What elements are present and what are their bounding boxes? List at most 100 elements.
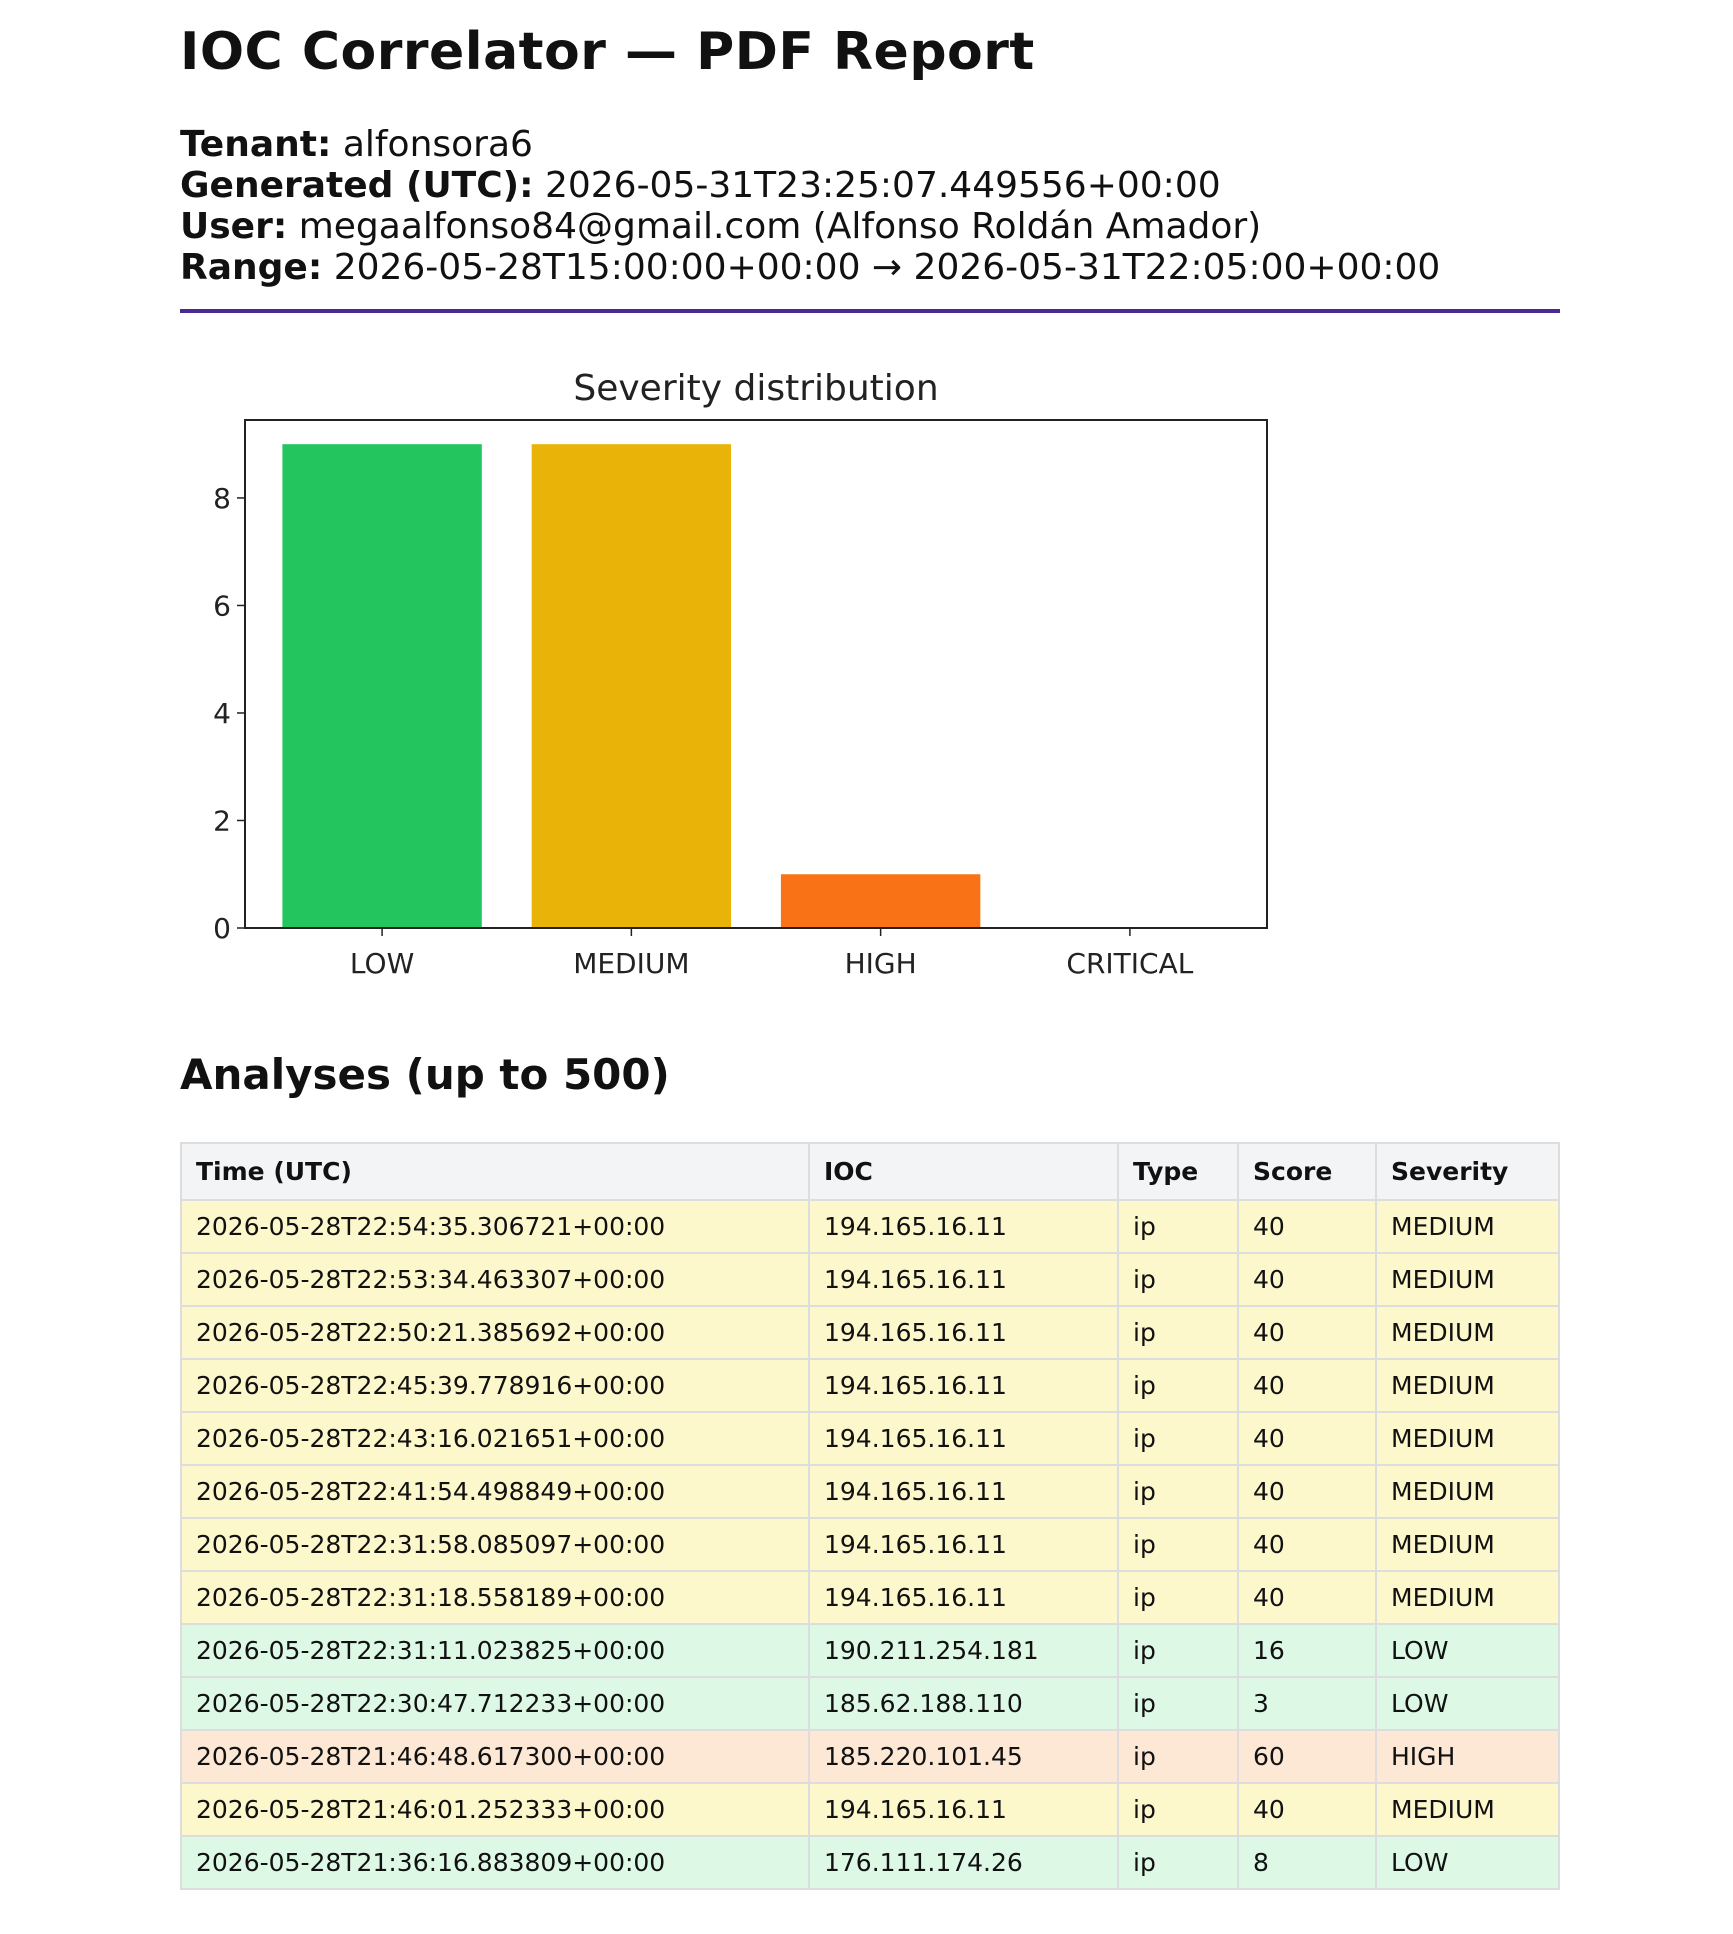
cell-score: 40 [1237, 1252, 1377, 1307]
analyses-heading: Analyses (up to 500) [180, 1050, 670, 1099]
cell-time: 2026-05-28T22:31:58.085097+00:00 [180, 1517, 810, 1572]
table-row: 2026-05-28T22:31:58.085097+00:00 194.165.… [180, 1517, 1560, 1572]
cell-time: 2026-05-28T22:50:21.385692+00:00 [180, 1305, 810, 1360]
column-header-ioc: IOC [808, 1142, 1119, 1201]
report-meta: Tenant: alfonsora6 Generated (UTC): 2026… [180, 124, 1440, 288]
column-header-type: Type [1117, 1142, 1239, 1201]
cell-score: 3 [1237, 1676, 1377, 1731]
cell-severity: LOW [1375, 1835, 1560, 1890]
cell-type: ip [1117, 1729, 1239, 1784]
cell-time: 2026-05-28T21:46:01.252333+00:00 [180, 1782, 810, 1837]
cell-ioc: 194.165.16.11 [808, 1305, 1119, 1360]
cell-type: ip [1117, 1570, 1239, 1625]
column-header-severity: Severity [1375, 1142, 1560, 1201]
table-row: 2026-05-28T22:50:21.385692+00:00 194.165.… [180, 1305, 1560, 1360]
cell-ioc: 194.165.16.11 [808, 1358, 1119, 1413]
cell-score: 40 [1237, 1411, 1377, 1466]
cell-score: 40 [1237, 1570, 1377, 1625]
x-tick-label: MEDIUM [573, 947, 689, 980]
cell-type: ip [1117, 1517, 1239, 1572]
cell-ioc: 194.165.16.11 [808, 1411, 1119, 1466]
cell-time: 2026-05-28T22:45:39.778916+00:00 [180, 1358, 810, 1413]
severity-chart: Severity distribution LOW MEDIUM HIGH CRITIC… [180, 352, 1300, 992]
meta-tenant: Tenant: alfonsora6 [180, 124, 1440, 165]
y-tick-label: 6 [213, 589, 231, 622]
cell-type: ip [1117, 1623, 1239, 1678]
cell-type: ip [1117, 1199, 1239, 1254]
cell-ioc: 194.165.16.11 [808, 1199, 1119, 1254]
bar-medium [531, 444, 732, 928]
cell-time: 2026-05-28T22:30:47.712233+00:00 [180, 1676, 810, 1731]
cell-score: 40 [1237, 1464, 1377, 1519]
table-row: 2026-05-28T22:53:34.463307+00:00 194.165.… [180, 1252, 1560, 1307]
cell-score: 40 [1237, 1305, 1377, 1360]
table-row: 2026-05-28T22:45:39.778916+00:00 194.165.… [180, 1358, 1560, 1413]
table-row: 2026-05-28T22:43:16.021651+00:00 194.165.… [180, 1411, 1560, 1466]
cell-severity: MEDIUM [1375, 1358, 1560, 1413]
cell-time: 2026-05-28T21:36:16.883809+00:00 [180, 1835, 810, 1890]
cell-time: 2026-05-28T21:46:48.617300+00:00 [180, 1729, 810, 1784]
meta-label: Generated (UTC): [180, 165, 534, 206]
cell-type: ip [1117, 1411, 1239, 1466]
y-tick-label: 2 [213, 804, 231, 837]
cell-ioc: 185.220.101.45 [808, 1729, 1119, 1784]
cell-time: 2026-05-28T22:53:34.463307+00:00 [180, 1252, 810, 1307]
cell-type: ip [1117, 1676, 1239, 1731]
plot-frame [244, 419, 1268, 929]
cell-score: 8 [1237, 1835, 1377, 1890]
x-tick-label: CRITICAL [1066, 947, 1193, 980]
severity-chart-svg: Severity distribution LOW MEDIUM HIGH CRITIC… [213, 368, 1268, 980]
cell-severity: MEDIUM [1375, 1411, 1560, 1466]
cell-score: 40 [1237, 1199, 1377, 1254]
page-title: IOC Correlator — PDF Report [180, 22, 1035, 82]
bar-low [282, 444, 482, 928]
meta-value: alfonsora6 [342, 124, 533, 165]
cell-ioc: 194.165.16.11 [808, 1517, 1119, 1572]
column-header-time: Time (UTC) [180, 1142, 810, 1201]
table-row: 2026-05-28T21:46:01.252333+00:00 194.165.… [180, 1782, 1560, 1837]
cell-severity: HIGH [1375, 1729, 1560, 1784]
meta-generated: Generated (UTC): 2026-05-31T23:25:07.449… [180, 165, 1440, 206]
table-row: 2026-05-28T22:54:35.306721+00:00 194.165.… [180, 1199, 1560, 1254]
cell-time: 2026-05-28T22:54:35.306721+00:00 [180, 1199, 810, 1254]
cell-time: 2026-05-28T22:41:54.498849+00:00 [180, 1464, 810, 1519]
cell-type: ip [1117, 1358, 1239, 1413]
table-row: 2026-05-28T22:31:11.023825+00:00 190.211.… [180, 1623, 1560, 1678]
x-tick-label: HIGH [845, 947, 917, 980]
cell-score: 40 [1237, 1782, 1377, 1837]
table-row: 2026-05-28T21:36:16.883809+00:00 176.111.… [180, 1835, 1560, 1890]
bar-high [780, 874, 981, 928]
y-tick-label: 0 [213, 912, 231, 945]
table-row: 2026-05-28T22:41:54.498849+00:00 194.165.… [180, 1464, 1560, 1519]
table-row: 2026-05-28T21:46:48.617300+00:00 185.220.… [180, 1729, 1560, 1784]
meta-value: megaalfonso84@gmail.com (Alfonso Roldán … [298, 206, 1262, 247]
cell-score: 40 [1237, 1358, 1377, 1413]
cell-type: ip [1117, 1464, 1239, 1519]
cell-ioc: 194.165.16.11 [808, 1570, 1119, 1625]
table-row: 2026-05-28T22:31:18.558189+00:00 194.165.… [180, 1570, 1560, 1625]
cell-severity: MEDIUM [1375, 1252, 1560, 1307]
cell-score: 16 [1237, 1623, 1377, 1678]
cell-severity: LOW [1375, 1623, 1560, 1678]
cell-ioc: 176.111.174.26 [808, 1835, 1119, 1890]
cell-time: 2026-05-28T22:31:18.558189+00:00 [180, 1570, 810, 1625]
meta-label: Tenant: [180, 124, 332, 165]
cell-severity: MEDIUM [1375, 1570, 1560, 1625]
header-divider [180, 309, 1560, 313]
meta-label: User: [180, 206, 288, 247]
cell-time: 2026-05-28T22:43:16.021651+00:00 [180, 1411, 810, 1466]
cell-type: ip [1117, 1305, 1239, 1360]
meta-label: Range: [180, 247, 323, 288]
cell-type: ip [1117, 1835, 1239, 1890]
cell-severity: MEDIUM [1375, 1305, 1560, 1360]
cell-type: ip [1117, 1782, 1239, 1837]
cell-ioc: 190.211.254.181 [808, 1623, 1119, 1678]
y-tick-label: 4 [213, 697, 231, 730]
cell-ioc: 194.165.16.11 [808, 1252, 1119, 1307]
analyses-table-body: 2026-05-28T22:54:35.306721+00:00 194.165.… [180, 1199, 1560, 1890]
chart-title: Severity distribution [573, 368, 938, 409]
cell-time: 2026-05-28T22:31:11.023825+00:00 [180, 1623, 810, 1678]
meta-range: Range: 2026-05-28T15:00:00+00:00 → 2026-… [180, 247, 1440, 288]
cell-score: 40 [1237, 1517, 1377, 1572]
cell-ioc: 185.62.188.110 [808, 1676, 1119, 1731]
